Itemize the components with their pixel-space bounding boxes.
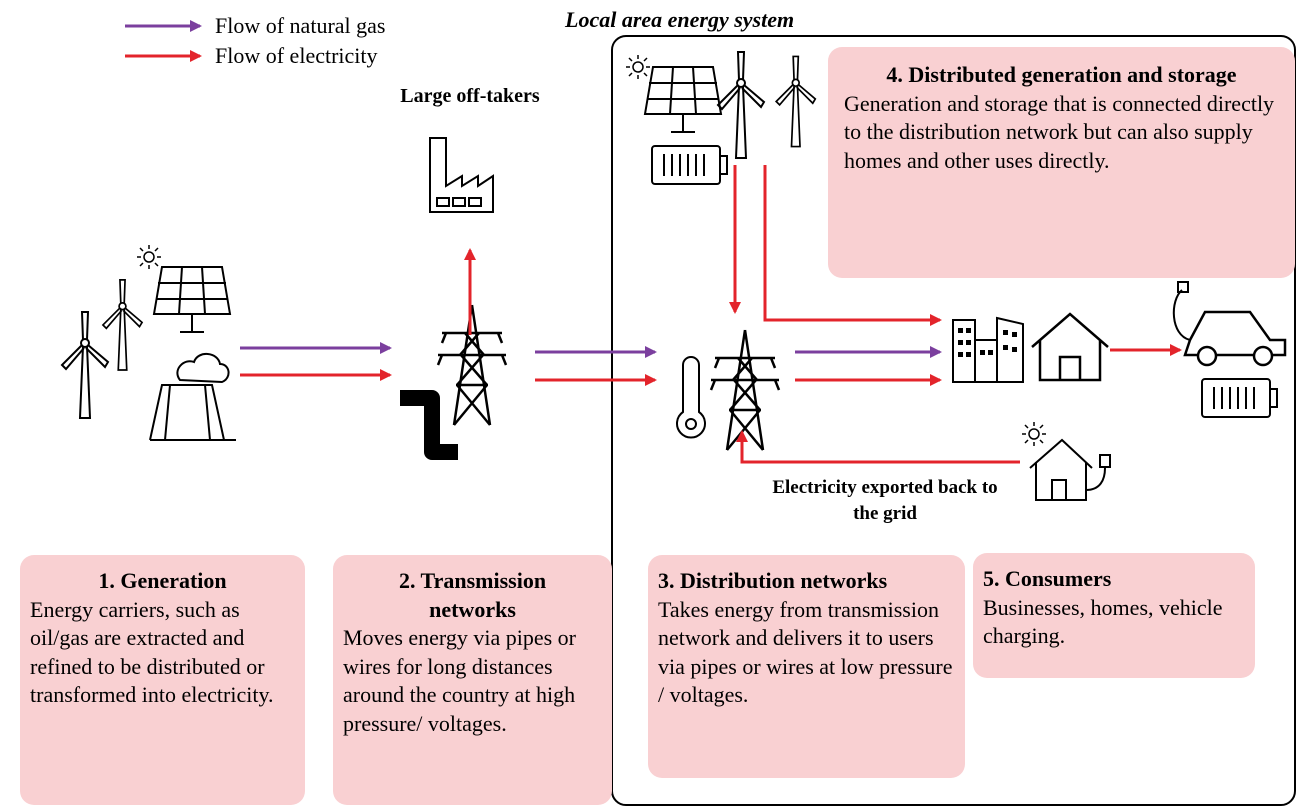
legend-label: Flow of natural gas xyxy=(215,13,386,38)
box-body: Businesses, homes, vehicle charging. xyxy=(983,594,1223,649)
box-body: Energy carriers, such as oil/gas are ext… xyxy=(30,596,274,708)
legend-label: Flow of electricity xyxy=(215,43,378,68)
box-body: Generation and storage that is connected… xyxy=(844,90,1275,173)
box-body: Takes energy from transmission network a… xyxy=(658,596,953,708)
box-title: 3. Distribution networks xyxy=(658,568,888,593)
distribution-icons xyxy=(676,328,781,452)
system-title: Local area energy system xyxy=(565,7,795,32)
generation-icons xyxy=(61,244,236,441)
exported-label: Electricity exported back to the grid xyxy=(772,477,998,524)
large-offtakers-label: Large off-takers xyxy=(400,85,540,107)
box-title: 1. Generation xyxy=(98,568,227,593)
box-transmission: 2. Transmission networks Moves energy vi… xyxy=(333,555,612,805)
flow-arrows xyxy=(240,165,1182,464)
box-title: 5. Consumers xyxy=(983,566,1112,591)
box-distribution: 3. Distribution networks Takes energy fr… xyxy=(648,555,965,778)
box-distributed: 4. Distributed generation and storage Ge… xyxy=(828,47,1295,278)
box-consumers: 5. Consumers Businesses, homes, vehicle … xyxy=(973,553,1255,678)
box-generation: 1. Generation Energy carriers, such as o… xyxy=(20,555,305,805)
transmission-icons xyxy=(400,137,508,460)
box-title: 4. Distributed generation and storage xyxy=(886,62,1237,87)
distributed-icons xyxy=(625,51,817,185)
box-body: Moves energy via pipes or wires for long… xyxy=(343,625,576,736)
box-title: 2. Transmission networks xyxy=(398,568,547,622)
consumer-icons xyxy=(952,281,1287,501)
local-area-border xyxy=(611,35,1296,806)
